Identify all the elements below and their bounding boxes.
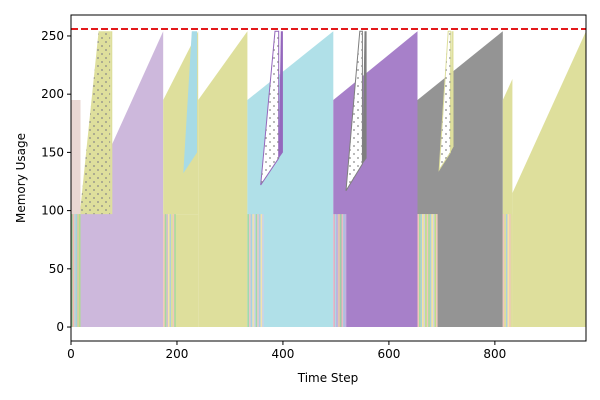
stripe-5-8 <box>428 214 430 327</box>
stripe-6-1 <box>502 214 505 327</box>
stripe-2-5 <box>169 214 171 327</box>
stripe-4-6 <box>341 214 344 327</box>
x-axis: 0 200 400 600 800 <box>67 341 506 361</box>
stripe-4-7 <box>343 214 345 327</box>
area-block-1 <box>80 31 164 328</box>
y-tick-label-150: 150 <box>41 145 64 159</box>
stripe-3-3 <box>250 214 253 327</box>
y-tick-label-50: 50 <box>49 262 64 276</box>
stripe-5-2 <box>419 214 421 327</box>
area-peak-8-hatch <box>439 31 451 170</box>
x-tick-label-200: 200 <box>166 347 189 361</box>
stripe-5-9 <box>429 214 432 327</box>
x-tick-label-800: 800 <box>483 347 506 361</box>
area-peak-7 <box>362 31 367 164</box>
stripe-1-2 <box>72 214 75 327</box>
x-tick-label-600: 600 <box>377 347 400 361</box>
area-peak-6-hatch <box>346 31 363 191</box>
axes-frame <box>70 14 587 342</box>
stripe-3-4 <box>252 214 254 327</box>
stripe-4-5 <box>339 214 342 327</box>
stripe-3-8 <box>258 214 261 327</box>
y-tick-label-250: 250 <box>41 29 64 43</box>
stripe-2-7 <box>172 214 175 327</box>
y-tick-label-0: 0 <box>56 320 64 334</box>
stripe-4-8 <box>344 214 347 327</box>
y-tick-label-100: 100 <box>41 204 64 218</box>
stripe-3-2 <box>249 214 251 327</box>
area-block-11 <box>71 100 81 215</box>
stripe-6-5 <box>509 214 511 327</box>
area-peak-9 <box>450 31 454 153</box>
stripe-1-3 <box>74 214 76 327</box>
stripe-3-1 <box>247 214 249 327</box>
stripe-5-11 <box>433 214 435 327</box>
x-tick-label-0: 0 <box>67 347 75 361</box>
stripe-4-4 <box>338 214 340 327</box>
stripe-3-5 <box>254 214 256 327</box>
stripe-5-6 <box>425 214 427 327</box>
stripe-4-3 <box>336 214 339 327</box>
stripe-5-4 <box>422 214 424 327</box>
x-tick-label-400: 400 <box>271 347 294 361</box>
stripe-1-6 <box>78 214 81 327</box>
stripe-1-4 <box>75 214 78 327</box>
y-tick-label-200: 200 <box>41 87 64 101</box>
area-peak-1-hatch <box>80 31 111 215</box>
stripe-2-1 <box>163 214 165 327</box>
stripe-5-12 <box>434 214 436 327</box>
stripe-6-6 <box>510 214 513 327</box>
x-axis-label: Time Step <box>297 371 359 385</box>
area-peak-4-hatch <box>260 31 279 185</box>
stripe-5-5 <box>423 214 426 327</box>
stripe-2-3 <box>166 214 168 327</box>
stripe-5-10 <box>431 214 433 327</box>
stripe-1-5 <box>77 214 79 327</box>
stripe-5-13 <box>436 214 438 327</box>
stripe-1-1 <box>71 214 73 327</box>
area-block-7 <box>417 31 503 328</box>
stripe-3-10 <box>262 214 264 327</box>
stripe-2-6 <box>171 214 173 327</box>
stripe-6-2 <box>504 214 506 327</box>
stripe-4-2 <box>334 214 337 327</box>
stripe-2-4 <box>167 214 170 327</box>
stripe-5-1 <box>417 214 419 327</box>
stripe-3-6 <box>255 214 258 327</box>
stripe-6-3 <box>505 214 508 327</box>
stripe-2-8 <box>174 214 176 327</box>
stripe-2-2 <box>164 214 167 327</box>
stripe-5-7 <box>426 214 429 327</box>
stripe-3-7 <box>257 214 259 327</box>
area-peak-2 <box>110 31 113 215</box>
area-block-10 <box>512 31 586 328</box>
stripe-3-9 <box>260 214 263 327</box>
area-block-3 <box>198 31 248 328</box>
y-axis: 0 50 100 150 200 250 <box>41 29 71 334</box>
y-axis-label: Memory Usage <box>14 133 28 223</box>
stripe-4-1 <box>333 214 335 327</box>
area-peak-3 <box>183 31 198 174</box>
area-peak-5 <box>278 31 283 159</box>
stripe-6-4 <box>507 214 510 327</box>
stripe-5-3 <box>420 214 422 327</box>
plot-area <box>71 30 586 328</box>
